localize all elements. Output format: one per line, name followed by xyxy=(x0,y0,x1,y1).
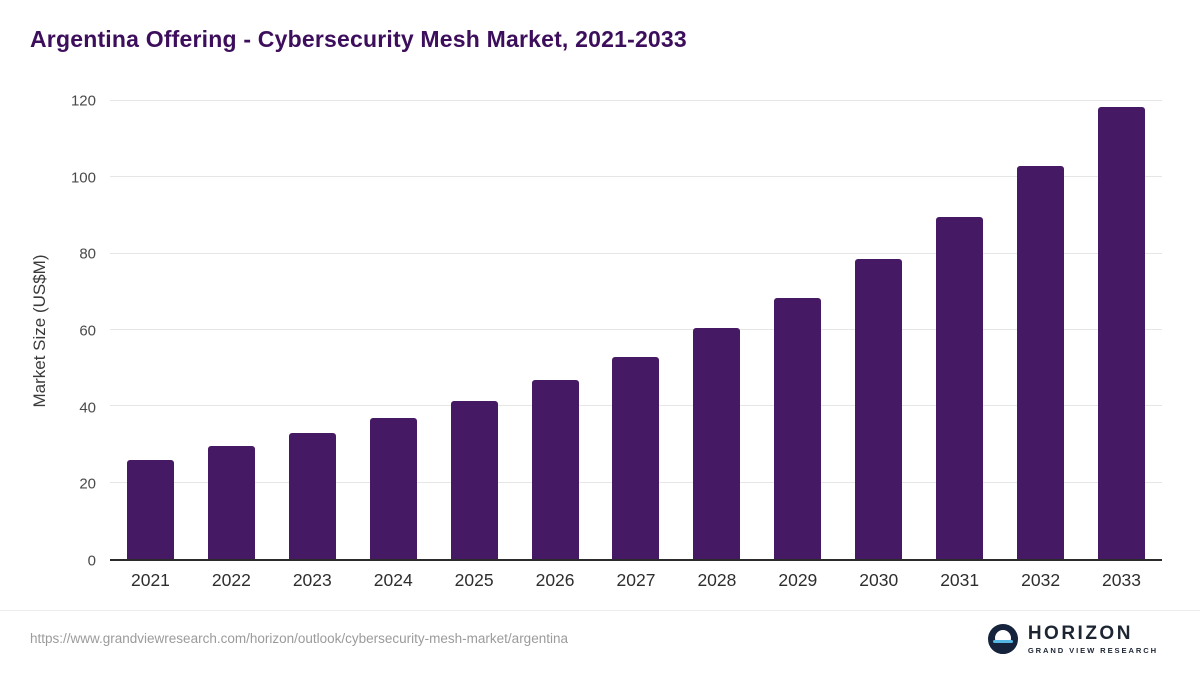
gridline xyxy=(110,100,1162,101)
x-tick-label: 2024 xyxy=(373,570,413,590)
bar-cell xyxy=(110,101,191,559)
chart-title: Argentina Offering - Cybersecurity Mesh … xyxy=(30,26,687,52)
bar-cell xyxy=(676,101,757,559)
bar-cell xyxy=(272,101,353,559)
bar-cell xyxy=(515,101,596,559)
x-tick-label: 2026 xyxy=(535,570,575,590)
y-tick-label: 100 xyxy=(70,169,96,187)
bar-2027 xyxy=(612,356,660,559)
bar-cell xyxy=(919,101,1000,559)
bar-2024 xyxy=(369,417,417,559)
bar-2021 xyxy=(126,459,174,559)
plot-area xyxy=(110,100,1162,561)
gridline xyxy=(110,176,1162,178)
x-tick-label: 2031 xyxy=(940,570,980,590)
brand-text: HORIZON GRAND VIEW RESEARCH xyxy=(1027,622,1158,655)
bar-cell xyxy=(434,101,515,559)
source-url: https://www.grandviewresearch.com/horizo… xyxy=(30,631,568,646)
x-tick-label: 2022 xyxy=(211,570,251,590)
brand-subtitle: GRAND VIEW RESEARCH xyxy=(1027,645,1158,655)
y-tick-label: 120 xyxy=(70,92,96,110)
bar-2028 xyxy=(693,328,741,559)
bar-cell xyxy=(191,101,272,559)
brand-lockup: HORIZON GRAND VIEW RESEARCH xyxy=(987,622,1158,655)
logo-base-shape xyxy=(987,643,1018,655)
bar-2033 xyxy=(1098,106,1146,559)
footer-divider xyxy=(0,610,1200,611)
bar-cell xyxy=(353,101,434,559)
bar-cell xyxy=(838,101,919,559)
bar-2022 xyxy=(207,446,255,559)
x-tick-label: 2023 xyxy=(292,570,332,590)
bar-2029 xyxy=(774,297,822,559)
brand-name: HORIZON xyxy=(1027,622,1133,644)
logo-horizon-band xyxy=(992,639,1013,644)
bar-cell xyxy=(1081,101,1162,559)
bar-cell xyxy=(596,101,677,559)
horizon-logo-icon xyxy=(987,624,1018,655)
y-tick-label: 0 xyxy=(87,552,96,570)
bar-2025 xyxy=(450,400,498,559)
bar-cell xyxy=(1000,101,1081,559)
bar-cell xyxy=(757,101,838,559)
x-tick-label: 2033 xyxy=(1102,570,1141,590)
x-tick-label: 2028 xyxy=(697,570,737,590)
x-tick-label: 2021 xyxy=(130,570,170,590)
x-tick-label: 2030 xyxy=(859,570,899,590)
gridline xyxy=(110,252,1162,254)
bars xyxy=(110,101,1162,559)
y-tick-label: 40 xyxy=(79,399,96,417)
bar-2023 xyxy=(288,433,336,559)
x-tick-label: 2025 xyxy=(454,570,494,590)
bar-2030 xyxy=(855,259,903,559)
x-tick-label: 2032 xyxy=(1021,570,1061,590)
gridline xyxy=(110,329,1162,330)
y-tick-label: 60 xyxy=(79,322,96,340)
bar-2032 xyxy=(1017,165,1065,559)
y-axis-ticks: 0 20 40 60 80 100 120 xyxy=(0,93,96,570)
x-tick-label: 2027 xyxy=(616,570,656,590)
x-tick-label: 2029 xyxy=(778,570,818,590)
y-tick-label: 80 xyxy=(79,245,96,263)
bar-2026 xyxy=(531,379,579,559)
bar-2031 xyxy=(936,217,984,559)
y-tick-label: 20 xyxy=(79,475,96,493)
x-axis-labels: 2021 2022 2023 2024 2025 2026 2027 2028 2029 2030… xyxy=(110,570,1162,591)
